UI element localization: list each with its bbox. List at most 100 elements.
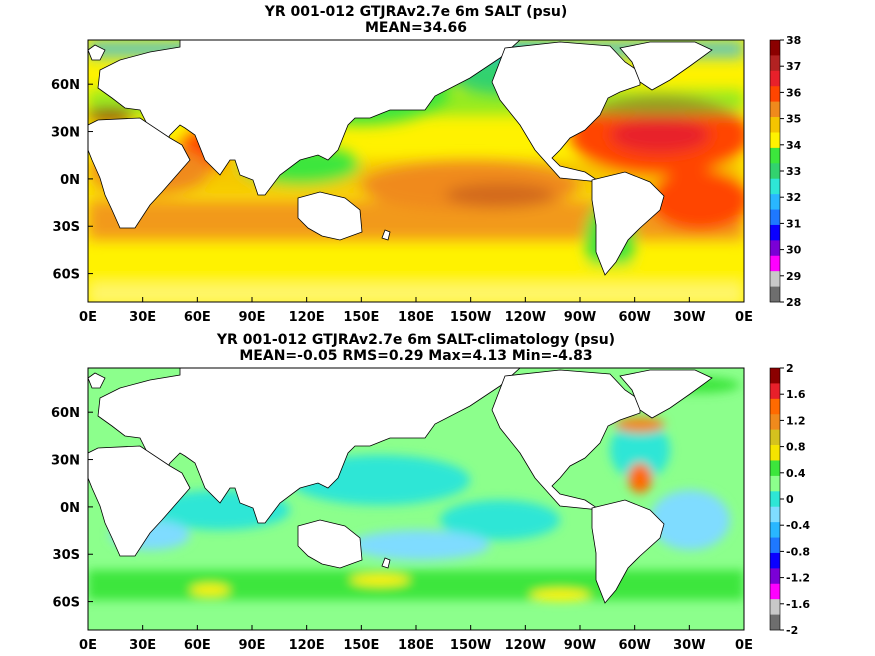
y-tick-label: 60N (51, 406, 80, 421)
colorbar-swatch (770, 271, 780, 287)
x-tick-label: 30E (129, 638, 156, 653)
colorbar-swatch (770, 368, 780, 384)
top-title: YR 001-012 GTJRAv2.7e 6m SALT (psu) (264, 4, 568, 20)
colorbar-swatch (770, 163, 780, 180)
colorbar-tick-label: 36 (786, 86, 802, 99)
colorbar-swatch (770, 583, 780, 600)
bottom-map-panel (88, 368, 744, 630)
colorbar-tick-label: 35 (786, 113, 801, 126)
y-tick-label: 30N (51, 454, 80, 469)
x-tick-label: 0E (735, 310, 753, 325)
x-tick-label: 180E (398, 638, 434, 653)
x-tick-label: 60W (618, 310, 650, 325)
colorbar-swatch (770, 445, 780, 461)
colorbar-swatch (770, 429, 780, 446)
colorbar-swatch (770, 383, 780, 400)
colorbar-swatch (770, 209, 780, 226)
colorbar-tick-label: 38 (786, 34, 801, 47)
x-tick-label: 30E (129, 310, 156, 325)
x-tick-label: 90E (239, 310, 266, 325)
colorbars-layer: 38 37 36 35 34 33 32 31 30 29 28 2 1.6 1.2 0.8 0.4 0 -0.4… (769, 34, 810, 637)
colorbar-swatch (770, 55, 780, 72)
y-tick-label: 60S (53, 268, 80, 283)
x-tick-label: 180E (398, 310, 434, 325)
colorbar-tick-label: 32 (786, 191, 801, 204)
colorbar-tick-label: 1.6 (786, 388, 806, 401)
colorbar-swatch (770, 614, 780, 631)
colorbar-tick-label: 29 (786, 270, 801, 283)
y-tick-label: 30S (53, 548, 80, 563)
colorbar-swatch (770, 224, 780, 241)
colorbar-tick-label: -1.2 (786, 572, 810, 585)
colorbar-swatch (770, 460, 780, 477)
colorbar-tick-label: 0 (786, 493, 794, 506)
x-tick-label: 60E (184, 310, 211, 325)
colorbar-tick-label: 0.8 (786, 441, 806, 454)
colorbar-tick-label: 31 (786, 217, 801, 230)
top-subtitle: MEAN=34.66 (364, 20, 468, 36)
colorbar-tick-label: 0.4 (786, 467, 806, 480)
y-tick-label: 0N (60, 501, 80, 516)
colorbar-swatch (770, 552, 780, 569)
colorbar-swatch (770, 147, 780, 164)
colorbar-swatch (770, 40, 780, 56)
x-tick-label: 0E (79, 638, 97, 653)
axes-layer: 0E 30E 60E 90E 120E 150E 180E 150W 120W 90W 60W 30W… (51, 78, 753, 653)
colorbar-swatch (770, 86, 780, 102)
colorbar-swatch (770, 286, 780, 303)
colorbar-swatch (770, 101, 780, 118)
x-tick-label: 150W (450, 638, 491, 653)
colorbar-swatch (770, 255, 780, 272)
colorbar-tick-label: 34 (786, 139, 802, 152)
x-tick-label: 30W (673, 638, 705, 653)
x-tick-label: 150W (450, 310, 491, 325)
x-tick-label: 30W (673, 310, 705, 325)
x-tick-label: 90W (564, 310, 596, 325)
colorbar-tick-label: 28 (786, 296, 801, 309)
colorbar-swatch (770, 194, 780, 210)
y-tick-label: 60N (51, 78, 80, 93)
colorbar-swatch (770, 537, 780, 554)
colorbar-tick-label: 1.2 (786, 414, 806, 427)
colorbar-swatch (770, 599, 780, 615)
colorbar-tick-label: 33 (786, 165, 801, 178)
colorbar-tick-label: -2 (786, 624, 798, 637)
colorbar-swatch (770, 240, 780, 257)
y-tick-label: 60S (53, 596, 80, 611)
colorbar-swatch (770, 117, 780, 133)
x-tick-label: 120E (289, 638, 325, 653)
colorbar-swatch (770, 491, 780, 508)
colorbar-tick-label: 2 (786, 362, 794, 375)
colorbar-swatch (770, 568, 780, 585)
x-tick-label: 0E (79, 310, 97, 325)
y-tick-label: 30S (53, 220, 80, 235)
top-map-panel (88, 40, 744, 302)
colorbar-tick-label: -0.4 (786, 519, 810, 532)
y-tick-label: 30N (51, 126, 80, 141)
x-tick-label: 120W (505, 310, 546, 325)
x-tick-label: 120E (289, 310, 325, 325)
bottom-title: YR 001-012 GTJRAv2.7e 6m SALT-climatolog… (216, 332, 616, 348)
colorbar-tick-label: -0.8 (786, 545, 810, 558)
x-tick-label: 90E (239, 638, 266, 653)
x-tick-label: 60E (184, 638, 211, 653)
colorbar-tick-label: -1.6 (786, 598, 810, 611)
x-tick-label: 60W (618, 638, 650, 653)
x-tick-label: 120W (505, 638, 546, 653)
colorbar-swatch (770, 398, 780, 415)
colorbar-swatch (770, 414, 780, 430)
x-tick-label: 90W (564, 638, 596, 653)
colorbar-swatch (770, 475, 780, 492)
colorbar-tick-label: 30 (786, 244, 802, 257)
colorbar-swatch (770, 70, 780, 87)
colorbar-swatch (770, 178, 780, 195)
y-tick-label: 0N (60, 173, 80, 188)
colorbar-tick-label: 37 (786, 60, 801, 73)
x-tick-label: 150E (343, 310, 379, 325)
colorbar-swatch (770, 522, 780, 538)
x-tick-label: 0E (735, 638, 753, 653)
bottom-subtitle: MEAN=-0.05 RMS=0.29 Max=4.13 Min=-4.83 (239, 348, 593, 364)
x-tick-label: 150E (343, 638, 379, 653)
colorbar-swatch (770, 506, 780, 523)
